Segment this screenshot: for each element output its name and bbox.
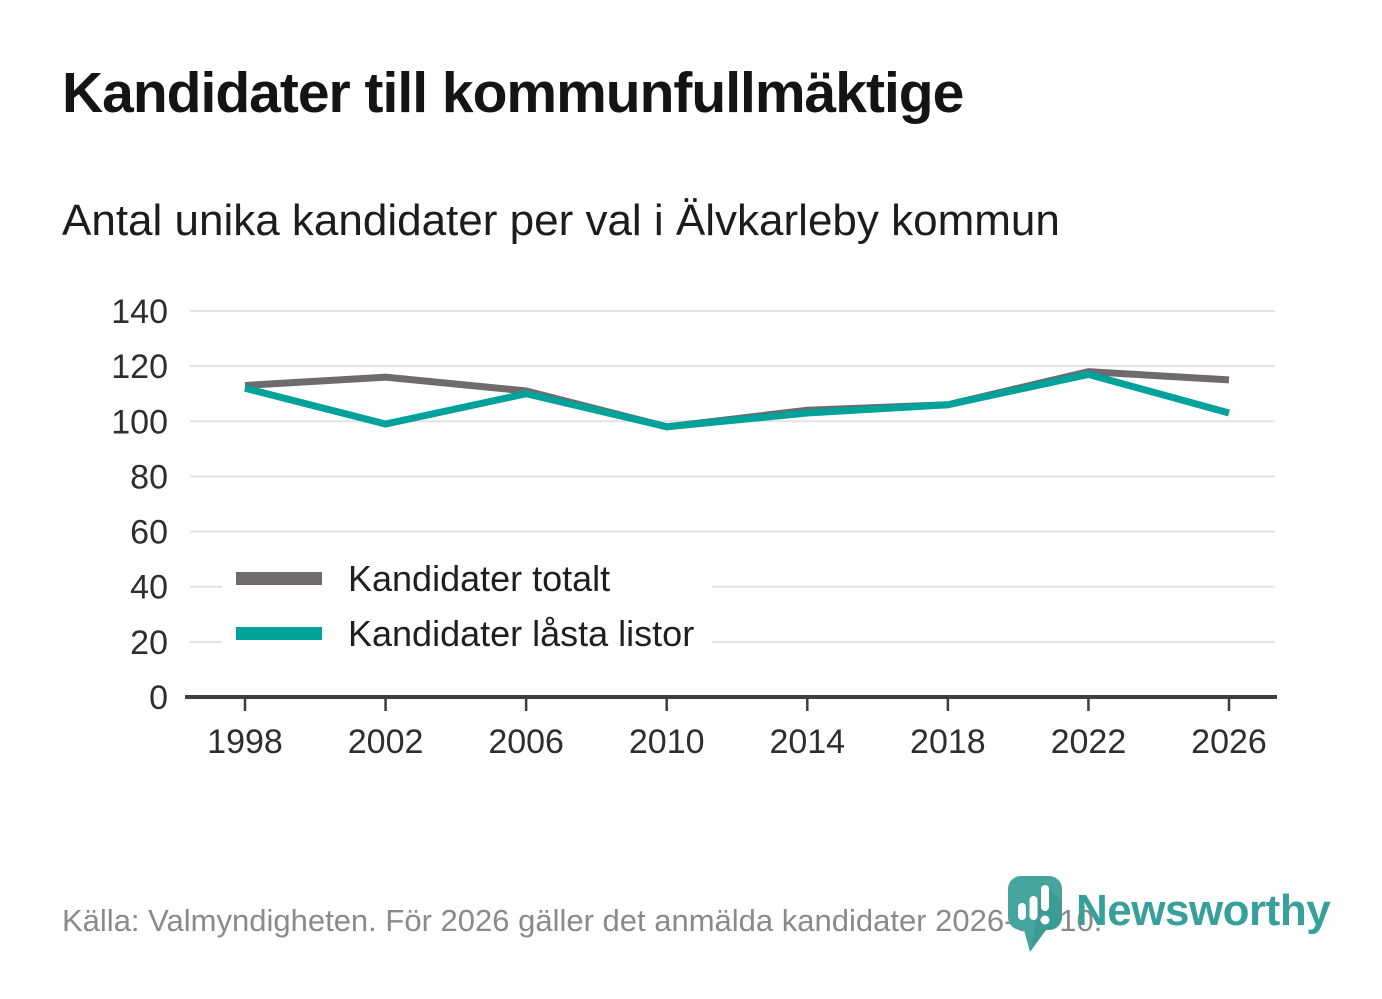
newsworthy-pin-icon	[1008, 876, 1062, 952]
x-tick-label: 2026	[1191, 723, 1267, 761]
legend-item-total: Kandidater totalt	[236, 551, 694, 606]
legend-item-locked-lists: Kandidater låsta listor	[236, 606, 694, 661]
newsworthy-wordmark: Newsworthy	[1076, 886, 1331, 935]
y-tick-label: 0	[149, 679, 168, 717]
y-tick-label: 60	[130, 514, 168, 552]
x-tick-label: 2014	[769, 723, 845, 761]
x-tick-label: 2018	[910, 723, 986, 761]
y-tick-label: 40	[130, 569, 168, 607]
legend-label-total: Kandidater totalt	[348, 557, 611, 599]
chart-legend: Kandidater totalt Kandidater låsta listo…	[222, 551, 713, 661]
x-tick-label: 2022	[1051, 723, 1127, 761]
legend-label-locked-lists: Kandidater låsta listor	[348, 612, 695, 654]
chart-subtitle: Antal unika kandidater per val i Älvkarl…	[62, 196, 1060, 245]
series-line-kandidater-l-sta-listor	[244, 370, 1230, 431]
y-tick-label: 20	[130, 624, 168, 662]
y-tick-label: 140	[111, 293, 168, 331]
x-tick-label: 2006	[488, 723, 564, 761]
x-tick-label: 2010	[629, 723, 705, 761]
y-tick-label: 100	[111, 403, 168, 441]
newsworthy-logo: Newsworthy	[1008, 876, 1331, 956]
x-tick-label: 1998	[207, 723, 283, 761]
y-tick-label: 120	[111, 348, 168, 386]
legend-swatch-locked-lists-icon	[236, 627, 322, 640]
source-note: Källa: Valmyndigheten. För 2026 gäller d…	[62, 903, 1103, 938]
x-tick-label: 2002	[348, 723, 424, 761]
y-tick-label: 80	[130, 458, 168, 496]
page-title: Kandidater till kommunfullmäktige	[62, 61, 964, 125]
legend-swatch-total-icon	[236, 572, 322, 585]
